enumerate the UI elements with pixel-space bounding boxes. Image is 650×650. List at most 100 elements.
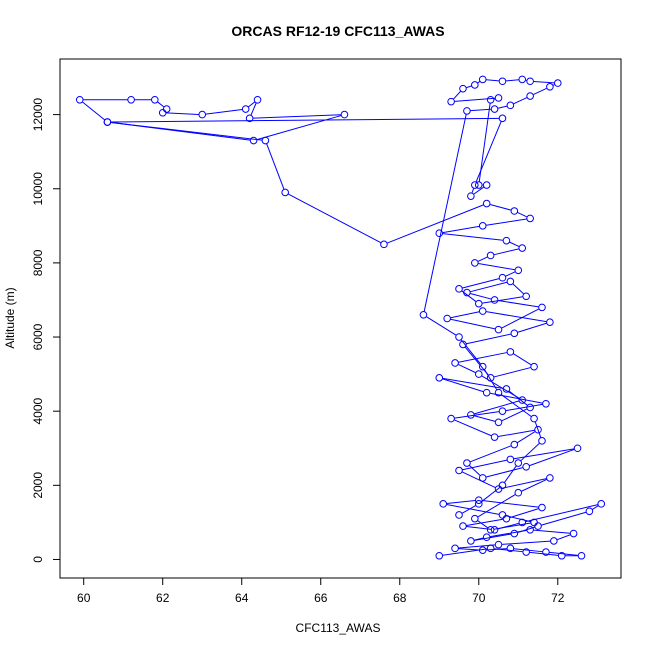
data-point bbox=[467, 411, 475, 419]
data-point bbox=[478, 546, 487, 554]
data-point bbox=[151, 95, 159, 104]
data-point bbox=[534, 522, 542, 530]
data-point bbox=[455, 511, 463, 519]
data-point bbox=[471, 259, 479, 267]
data-point bbox=[498, 77, 507, 86]
data-point bbox=[526, 403, 534, 412]
data-point bbox=[538, 437, 546, 445]
series-segment bbox=[461, 471, 496, 488]
data-point bbox=[498, 114, 507, 123]
series-segment bbox=[529, 448, 575, 467]
series-segment bbox=[485, 467, 523, 478]
data-point bbox=[542, 548, 550, 556]
data-point bbox=[482, 533, 491, 542]
data-point bbox=[542, 399, 550, 408]
data-point bbox=[455, 285, 463, 293]
series-segment bbox=[454, 419, 492, 437]
data-point bbox=[506, 348, 515, 356]
series-segment bbox=[466, 518, 504, 527]
series-segment bbox=[489, 204, 512, 211]
data-point bbox=[459, 522, 467, 530]
data-point bbox=[459, 84, 467, 93]
data-point bbox=[553, 79, 562, 87]
data-point bbox=[546, 474, 554, 482]
data-point bbox=[514, 488, 523, 497]
series-segment bbox=[474, 400, 520, 415]
data-point bbox=[443, 314, 451, 323]
series-segment bbox=[470, 281, 508, 293]
series-segment bbox=[493, 367, 531, 378]
data-point bbox=[471, 514, 479, 523]
series-segment bbox=[474, 415, 496, 422]
series-segment bbox=[517, 431, 536, 444]
series-segment bbox=[166, 112, 199, 115]
series-segment bbox=[525, 504, 598, 523]
data-point bbox=[494, 388, 503, 397]
data-point bbox=[518, 244, 527, 252]
series-segment bbox=[82, 101, 105, 121]
data-point bbox=[482, 199, 491, 208]
data-point bbox=[459, 340, 467, 349]
data-point bbox=[482, 181, 491, 189]
chart-title: ORCAS RF12-19 CFC113_AWAS bbox=[231, 23, 444, 39]
series-layer bbox=[75, 75, 606, 560]
series-segment bbox=[541, 511, 587, 526]
series-segment bbox=[475, 121, 502, 183]
series-segment bbox=[517, 212, 528, 218]
data-point bbox=[538, 303, 546, 312]
data-point bbox=[439, 500, 448, 508]
series-segment bbox=[446, 500, 476, 504]
series-segment bbox=[520, 442, 540, 462]
data-point bbox=[522, 292, 530, 301]
data-point bbox=[506, 277, 515, 286]
y-axis-label: Altitude (m) bbox=[3, 287, 17, 348]
data-point bbox=[530, 518, 538, 527]
data-point bbox=[514, 459, 523, 467]
series-segment bbox=[426, 316, 457, 336]
data-point bbox=[419, 310, 428, 319]
series-segment bbox=[473, 186, 485, 195]
data-point bbox=[435, 374, 444, 382]
data-point bbox=[463, 459, 471, 467]
data-point bbox=[474, 500, 483, 508]
y-tick-label: 12000 bbox=[31, 98, 45, 132]
series-segment bbox=[478, 262, 515, 271]
series-segment bbox=[253, 114, 341, 119]
series-segment bbox=[497, 300, 539, 308]
series-segment bbox=[592, 505, 599, 510]
data-point bbox=[494, 540, 503, 549]
data-point bbox=[573, 444, 582, 453]
data-point bbox=[506, 455, 515, 464]
data-point bbox=[546, 83, 554, 91]
data-point bbox=[340, 110, 349, 119]
series-segment bbox=[533, 529, 571, 534]
data-point bbox=[510, 440, 519, 449]
series-segment bbox=[490, 392, 543, 404]
data-point bbox=[498, 481, 507, 490]
series-segment bbox=[477, 80, 481, 84]
data-point bbox=[490, 433, 499, 441]
y-tick-label: 0 bbox=[31, 556, 45, 563]
data-point bbox=[526, 92, 534, 100]
series-segment bbox=[477, 256, 488, 262]
data-point bbox=[522, 462, 530, 471]
data-point bbox=[494, 418, 503, 427]
series-segment bbox=[442, 225, 480, 234]
data-point bbox=[526, 214, 534, 223]
data-point bbox=[435, 229, 444, 238]
data-point bbox=[478, 222, 487, 230]
series-segment bbox=[486, 79, 500, 82]
data-point bbox=[162, 105, 171, 113]
series-segment bbox=[454, 411, 500, 419]
series-segment bbox=[471, 188, 475, 194]
data-point bbox=[506, 544, 515, 553]
series-segment bbox=[442, 377, 504, 389]
x-axis: 60 62 64 66 68 70 72 bbox=[77, 577, 565, 605]
data-point bbox=[514, 266, 523, 275]
data-point bbox=[103, 118, 112, 126]
data-point bbox=[490, 296, 499, 304]
series-segment bbox=[458, 364, 476, 374]
series-segment bbox=[442, 233, 504, 241]
series-segment bbox=[458, 352, 508, 363]
series-segment bbox=[533, 80, 555, 84]
